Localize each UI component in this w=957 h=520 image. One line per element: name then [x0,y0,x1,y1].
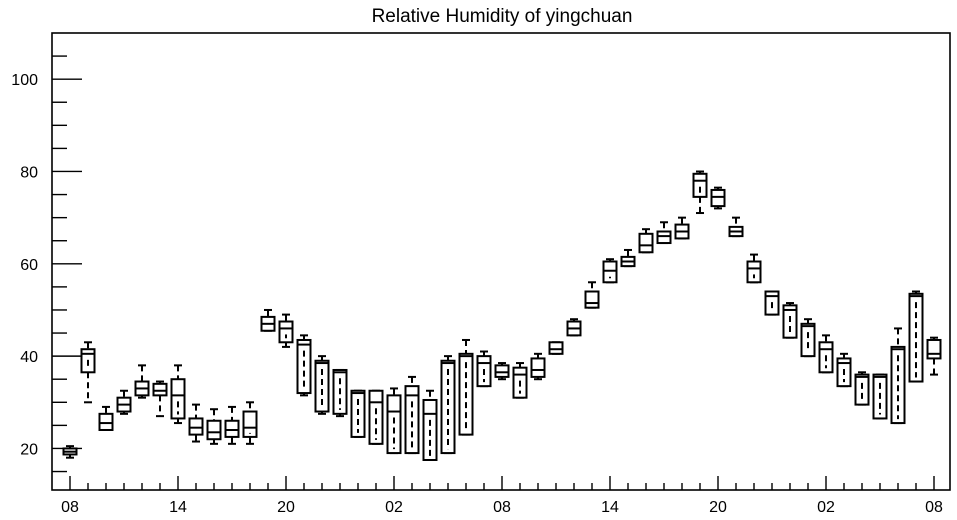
box-group [746,253,762,284]
box-group [530,352,546,381]
box-group [134,364,150,399]
box-iqr [188,417,204,436]
box-group [602,258,618,284]
box-group [656,221,672,245]
box-group [62,445,78,459]
box-iqr [890,345,906,425]
box-iqr [692,172,708,198]
box-iqr [170,378,186,420]
box-group [170,364,186,425]
x-tick-label: 08 [493,499,511,516]
box-group [548,341,564,355]
box-group [908,290,924,383]
y-tick-label: 40 [20,349,38,366]
box-group [782,302,798,339]
plot-area-frame [51,32,951,491]
box-group [224,405,240,445]
box-iqr [368,389,384,445]
box-group [278,313,294,348]
box-iqr [440,359,456,455]
box-group [296,334,312,397]
y-tick-label: 100 [11,72,38,89]
box-group [332,368,348,418]
box-group [584,281,600,309]
box-iqr [638,232,654,254]
box-group [440,355,456,455]
box-iqr [656,230,672,245]
box-group [800,318,816,358]
x-tick-label: 14 [169,499,187,516]
box-group [566,318,582,337]
box-group [926,336,942,376]
box-group [350,389,366,438]
box-iqr [152,382,168,397]
box-iqr [584,290,600,309]
box-iqr [854,373,870,406]
box-group [692,170,708,215]
box-iqr [386,394,402,455]
box-group [764,290,780,316]
x-axis: 08 14 20 02 08 14 20 02 08 [61,476,943,516]
box-group [710,186,726,210]
box-iqr [800,322,816,358]
box-group [386,387,402,455]
box-group [512,362,528,399]
x-tick-label: 02 [817,499,835,516]
x-tick-label: 08 [61,499,79,516]
chart-title: Relative Humidity of yingchuan [372,6,633,27]
box-iqr [710,188,726,208]
box-iqr [278,320,294,344]
box-group [638,228,654,254]
y-axis: 20 40 60 80 100 [11,55,82,473]
box-group [818,334,834,374]
y-tick-label: 60 [20,257,38,274]
box-group [80,341,96,404]
box-group [620,248,636,268]
box-group [458,338,474,436]
box-group [242,401,258,445]
box-iqr [314,359,330,413]
box-group [152,380,168,418]
box-group [422,389,438,461]
box-group [368,389,384,445]
box-group [836,352,852,388]
box-group [260,308,276,332]
x-tick-label: 20 [277,499,295,516]
x-tick-label: 14 [601,499,619,516]
box-group [188,403,204,443]
box-iqr [494,364,510,378]
boxplot-series [62,170,942,461]
box-group [872,373,888,420]
box-group [854,371,870,406]
y-tick-label: 20 [20,441,38,458]
box-group [476,350,492,388]
box-iqr [98,412,114,431]
box-group [728,216,744,238]
box-iqr [224,419,240,438]
box-iqr [548,341,564,355]
box-group [494,362,510,381]
box-group [206,408,222,445]
box-iqr [926,338,942,360]
box-group [314,355,330,415]
box-group [98,405,114,431]
x-tick-label: 08 [925,499,943,516]
y-tick-label: 80 [20,164,38,181]
box-group [674,216,690,240]
box-group [116,389,132,415]
box-group [404,375,420,455]
box-iqr [206,419,222,441]
x-tick-label: 02 [385,499,403,516]
box-iqr [530,357,546,378]
x-tick-label: 20 [709,499,727,516]
box-iqr [404,385,420,455]
box-iqr [746,260,762,284]
box-iqr [242,410,258,438]
box-group [890,327,906,425]
box-iqr [602,260,618,284]
